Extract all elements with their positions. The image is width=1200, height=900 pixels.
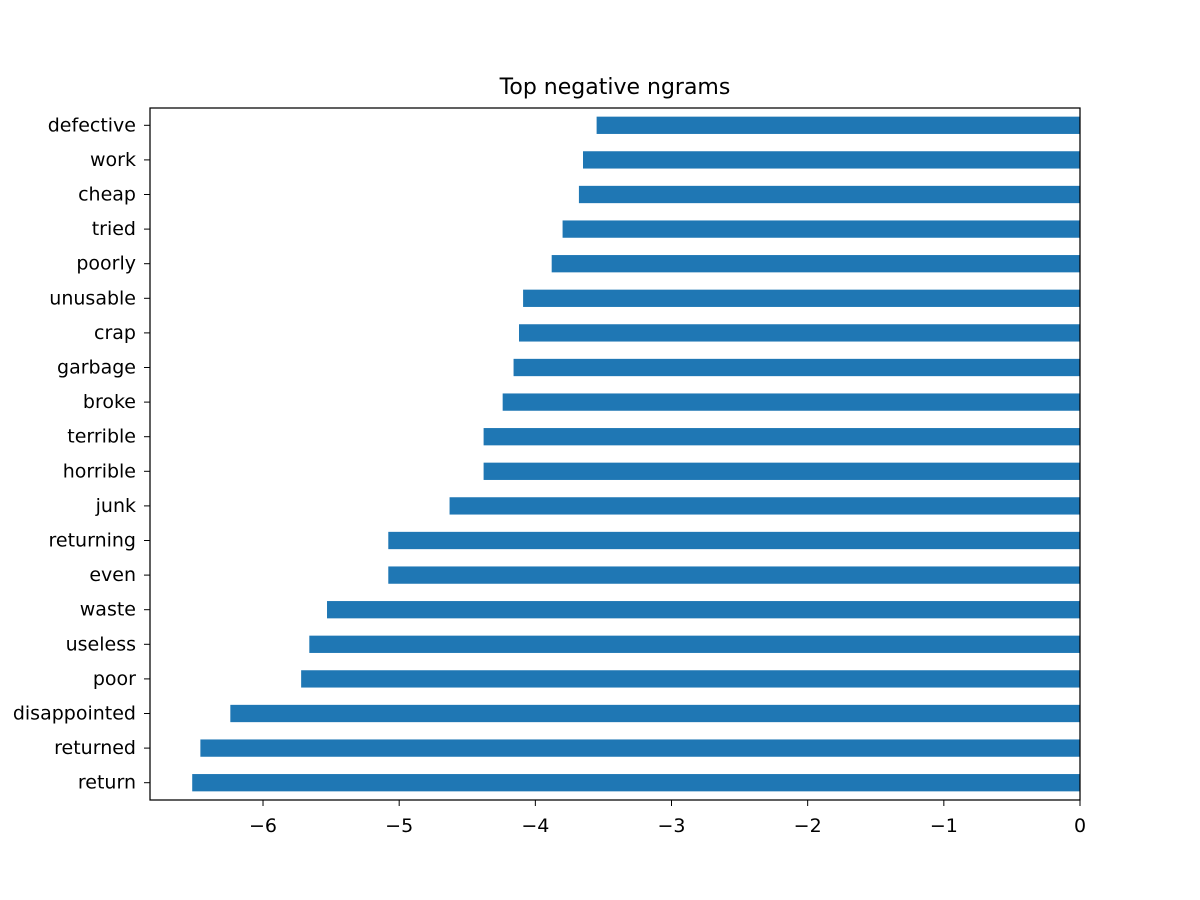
bar-cheap <box>578 185 1080 204</box>
x-tick-label: −1 <box>930 815 958 837</box>
bar-waste <box>327 601 1080 619</box>
y-axis: defective work cheap tried poorly unusable cra… <box>13 114 150 794</box>
x-tick-label: −3 <box>658 815 686 837</box>
bar-returned <box>200 739 1080 757</box>
y-tick-label: garbage <box>57 357 136 379</box>
x-tick-label: −5 <box>385 815 413 837</box>
bar-crap <box>519 324 1080 342</box>
x-tick-label: −4 <box>521 815 549 837</box>
bar-terrible <box>483 428 1080 446</box>
x-tick-label: −2 <box>794 815 822 837</box>
y-tick-label: even <box>89 564 136 586</box>
y-tick-label: returned <box>54 737 136 759</box>
x-tick-label: −6 <box>249 815 277 837</box>
chart-title: Top negative ngrams <box>499 75 731 100</box>
y-tick-label: cheap <box>78 184 136 206</box>
y-tick-label: horrible <box>63 460 136 482</box>
bar-horrible <box>483 462 1080 480</box>
bar-garbage <box>513 358 1080 377</box>
y-tick-label: poorly <box>76 253 136 275</box>
bar-defective <box>596 116 1080 134</box>
y-tick-label: junk <box>95 495 136 517</box>
bar-tried <box>562 220 1080 238</box>
bar-unusable <box>523 289 1080 307</box>
plot-frame <box>149 107 1081 801</box>
y-tick-label: poor <box>93 668 136 690</box>
y-tick-label: useless <box>66 633 136 655</box>
y-tick-label: returning <box>49 530 136 552</box>
y-tick-label: terrible <box>67 426 136 448</box>
bar-return <box>192 774 1081 792</box>
bar-returning <box>388 531 1080 550</box>
bar-junk <box>449 497 1080 515</box>
y-tick-label: return <box>78 772 136 794</box>
y-tick-label: disappointed <box>13 703 136 725</box>
y-tick-label: defective <box>48 114 136 136</box>
y-tick-label: crap <box>94 322 136 344</box>
bar-even <box>388 566 1080 584</box>
bar-disappointed <box>230 704 1081 723</box>
bar-broke <box>502 393 1081 411</box>
bar-useless <box>309 635 1080 653</box>
y-tick-label: waste <box>80 599 136 621</box>
y-tick-label: work <box>90 149 136 171</box>
bar-poor <box>301 670 1080 688</box>
x-axis: −6 −5 −4 −3 −2 −1 0 <box>249 800 1086 837</box>
y-tick-label: tried <box>92 218 136 240</box>
bars-layer <box>192 116 1081 792</box>
y-tick-label: unusable <box>49 287 136 309</box>
bar-poorly <box>551 255 1080 273</box>
x-tick-label: 0 <box>1074 815 1086 837</box>
y-tick-label: broke <box>83 391 136 413</box>
bar-work <box>583 151 1080 169</box>
